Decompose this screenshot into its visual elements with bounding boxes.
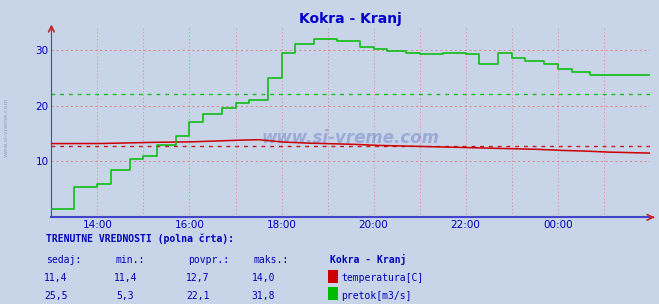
Text: www.si-vreme.com: www.si-vreme.com [4,98,9,157]
Text: 12,7: 12,7 [186,273,210,283]
Text: TRENUTNE VREDNOSTI (polna črta):: TRENUTNE VREDNOSTI (polna črta): [46,233,234,244]
Text: 31,8: 31,8 [252,291,275,301]
Text: sedaj:: sedaj: [46,255,81,265]
Text: min.:: min.: [115,255,145,265]
Title: Kokra - Kranj: Kokra - Kranj [299,12,402,26]
Text: temperatura[C]: temperatura[C] [341,273,424,283]
Text: 14,0: 14,0 [252,273,275,283]
Text: 25,5: 25,5 [44,291,68,301]
Text: maks.:: maks.: [254,255,289,265]
Text: pretok[m3/s]: pretok[m3/s] [341,291,412,301]
Text: 22,1: 22,1 [186,291,210,301]
Text: 5,3: 5,3 [117,291,134,301]
Text: www.si-vreme.com: www.si-vreme.com [262,129,440,147]
Text: Kokra - Kranj: Kokra - Kranj [330,254,406,265]
Text: 11,4: 11,4 [44,273,68,283]
Text: povpr.:: povpr.: [188,255,229,265]
Text: 11,4: 11,4 [113,273,137,283]
